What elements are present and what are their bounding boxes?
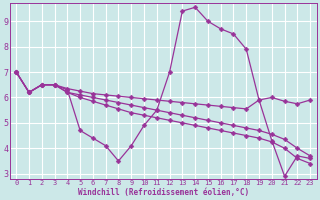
X-axis label: Windchill (Refroidissement éolien,°C): Windchill (Refroidissement éolien,°C) xyxy=(78,188,249,197)
